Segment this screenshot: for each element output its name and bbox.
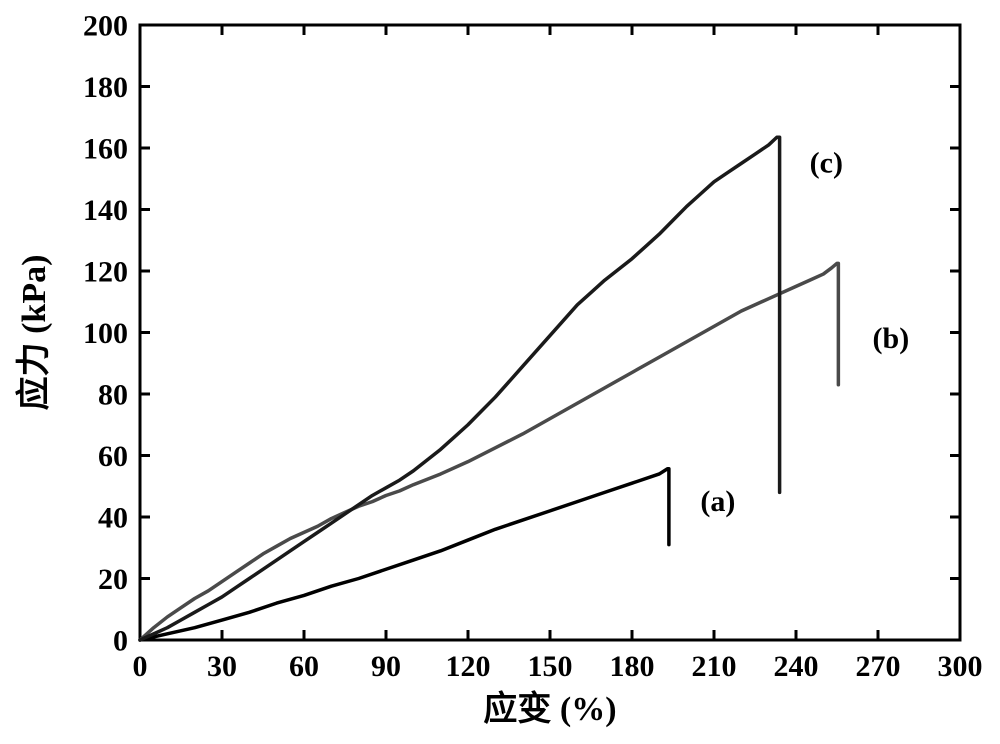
y-tick-label: 200: [83, 10, 128, 43]
x-tick-label: 60: [289, 650, 319, 683]
y-tick-label: 80: [98, 379, 128, 412]
x-tick-label: 0: [133, 650, 148, 683]
y-tick-label: 100: [83, 317, 128, 350]
y-tick-label: 60: [98, 440, 128, 473]
y-tick-label: 160: [83, 133, 128, 166]
x-tick-label: 30: [207, 650, 237, 683]
y-tick-label: 120: [83, 256, 128, 289]
series-label-a: (a): [700, 485, 735, 518]
x-tick-label: 240: [774, 650, 819, 683]
x-tick-label: 180: [610, 650, 655, 683]
y-tick-label: 20: [98, 563, 128, 596]
series-label-c: (c): [810, 147, 843, 180]
x-tick-label: 210: [692, 650, 737, 683]
stress-strain-chart: 0 30 60 90 120 150 180 210 240 270 300 0 20 40 60 80 100…: [0, 0, 1000, 744]
x-tick-label: 120: [446, 650, 491, 683]
series-label-b: (b): [873, 322, 910, 355]
y-tick-label: 140: [83, 194, 128, 227]
x-tick-label: 270: [856, 650, 901, 683]
y-tick-label: 40: [98, 502, 128, 535]
chart-svg: 0 30 60 90 120 150 180 210 240 270 300 0 20 40 60 80 100…: [0, 0, 1000, 744]
x-tick-label: 90: [371, 650, 401, 683]
y-tick-label: 180: [83, 71, 128, 104]
x-tick-label: 300: [938, 650, 983, 683]
y-tick-label: 0: [113, 625, 128, 658]
y-axis-label: 应力 (kPa): [15, 255, 53, 411]
x-axis-label: 应变 (%): [483, 690, 616, 728]
x-tick-label: 150: [528, 650, 573, 683]
